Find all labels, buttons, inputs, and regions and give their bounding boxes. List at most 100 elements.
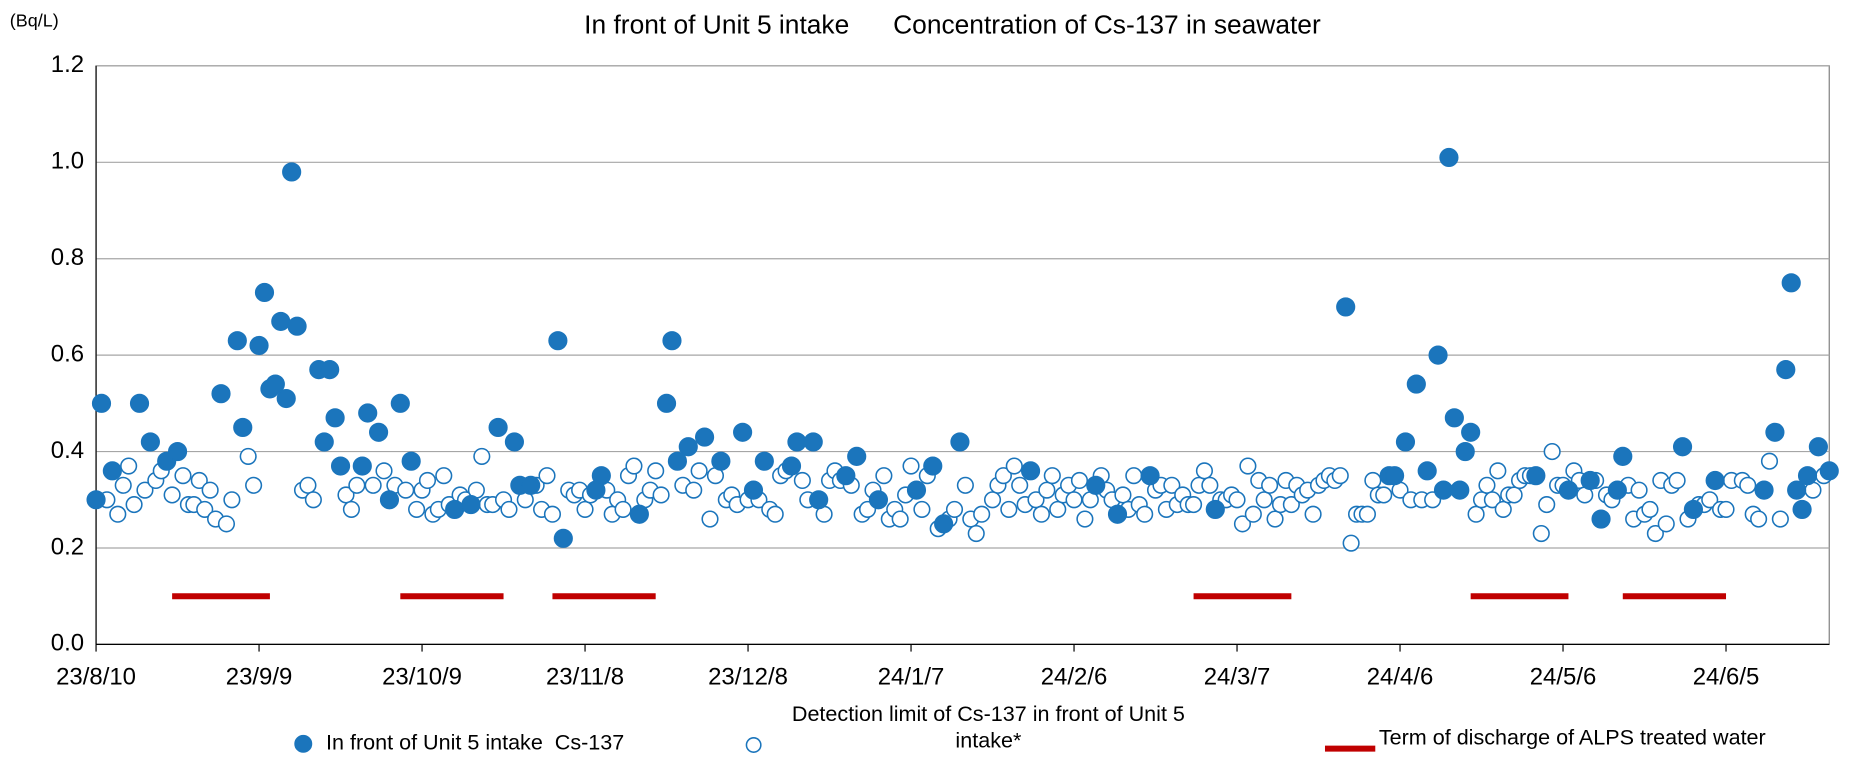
- point: [1140, 466, 1160, 486]
- open-point: [435, 467, 453, 485]
- open-point: [1668, 471, 1686, 490]
- point: [401, 451, 421, 471]
- open-point: [348, 476, 366, 494]
- open-point: [120, 457, 138, 475]
- open-point: [114, 476, 132, 494]
- y-tick-label: 0.2: [51, 533, 84, 560]
- point: [1607, 480, 1627, 500]
- open-point: [1038, 481, 1056, 499]
- open-point: [1505, 486, 1523, 504]
- open-point: [375, 462, 393, 480]
- open-point: [304, 491, 322, 509]
- open-point: [1266, 510, 1284, 528]
- y-unit: (Bq/L): [10, 10, 59, 30]
- point: [803, 432, 823, 452]
- point: [211, 384, 231, 404]
- point: [733, 422, 753, 442]
- open-point: [576, 500, 594, 518]
- x-tick-label: 24/1/7: [878, 663, 945, 690]
- point: [1591, 509, 1611, 529]
- point: [1439, 147, 1459, 168]
- point: [662, 331, 682, 351]
- open-point: [1043, 467, 1061, 485]
- point: [1433, 480, 1454, 500]
- point: [656, 393, 677, 413]
- point: [504, 432, 524, 452]
- point: [325, 408, 345, 428]
- open-point: [473, 447, 491, 465]
- point: [140, 432, 160, 452]
- point: [1797, 466, 1818, 486]
- point: [1776, 360, 1796, 380]
- open-point: [1342, 534, 1360, 552]
- point: [1205, 499, 1225, 520]
- open-point: [945, 500, 964, 518]
- x-tick-label: 24/6/5: [1693, 663, 1760, 690]
- point: [1683, 499, 1704, 520]
- open-point: [1375, 486, 1393, 504]
- point: [1107, 504, 1128, 524]
- open-point: [983, 491, 1002, 509]
- point: [282, 162, 302, 182]
- point: [488, 417, 508, 438]
- open-point: [1483, 491, 1501, 509]
- open-point: [913, 500, 931, 518]
- open-point: [1646, 524, 1664, 543]
- point: [1613, 446, 1633, 466]
- point: [787, 432, 807, 452]
- open-point: [1201, 476, 1219, 494]
- open-point: [1543, 443, 1561, 461]
- point: [379, 490, 400, 510]
- point: [276, 388, 296, 409]
- point: [227, 331, 247, 351]
- open-point: [1032, 505, 1050, 523]
- open-point: [1261, 476, 1279, 494]
- open-point: [1494, 500, 1512, 518]
- point: [1428, 345, 1448, 365]
- open-point: [418, 471, 437, 490]
- open-point: [125, 496, 143, 514]
- y-tick-label: 0.8: [51, 244, 84, 271]
- open-point: [1195, 462, 1213, 480]
- open-point: [223, 491, 241, 509]
- open-point: [701, 510, 719, 528]
- open-point: [337, 486, 355, 504]
- x-tick-label: 23/10/9: [382, 663, 462, 690]
- legend-marker: [294, 734, 313, 753]
- open-point: [973, 505, 991, 523]
- point: [629, 504, 649, 524]
- y-tick-label: 1.2: [51, 51, 84, 78]
- x-tick-label: 24/3/7: [1204, 663, 1271, 690]
- point: [352, 456, 372, 476]
- point: [1336, 297, 1356, 317]
- open-point: [1233, 515, 1252, 533]
- point: [1086, 475, 1106, 495]
- point: [1787, 480, 1807, 500]
- point: [781, 456, 802, 476]
- point: [678, 437, 698, 457]
- open-point: [614, 500, 632, 518]
- open-point: [1358, 505, 1376, 523]
- point: [86, 490, 106, 510]
- open-point: [956, 476, 974, 494]
- legend-label: In front of Unit 5 intake Cs-137: [326, 730, 624, 755]
- open-point: [1070, 471, 1089, 490]
- open-point: [201, 481, 219, 499]
- open-point: [1489, 462, 1507, 480]
- open-point: [766, 505, 784, 523]
- open-point: [1630, 481, 1648, 499]
- open-point: [397, 481, 415, 499]
- open-point: [1065, 491, 1083, 509]
- open-point: [1000, 500, 1018, 518]
- open-point: [685, 481, 703, 499]
- point: [1765, 422, 1785, 442]
- open-point: [1760, 452, 1779, 470]
- legend-marker: [745, 737, 762, 753]
- open-point: [1771, 510, 1789, 528]
- open-point: [1114, 486, 1132, 504]
- y-tick-label: 1.0: [51, 148, 84, 175]
- point: [868, 490, 889, 510]
- open-point: [1657, 515, 1675, 533]
